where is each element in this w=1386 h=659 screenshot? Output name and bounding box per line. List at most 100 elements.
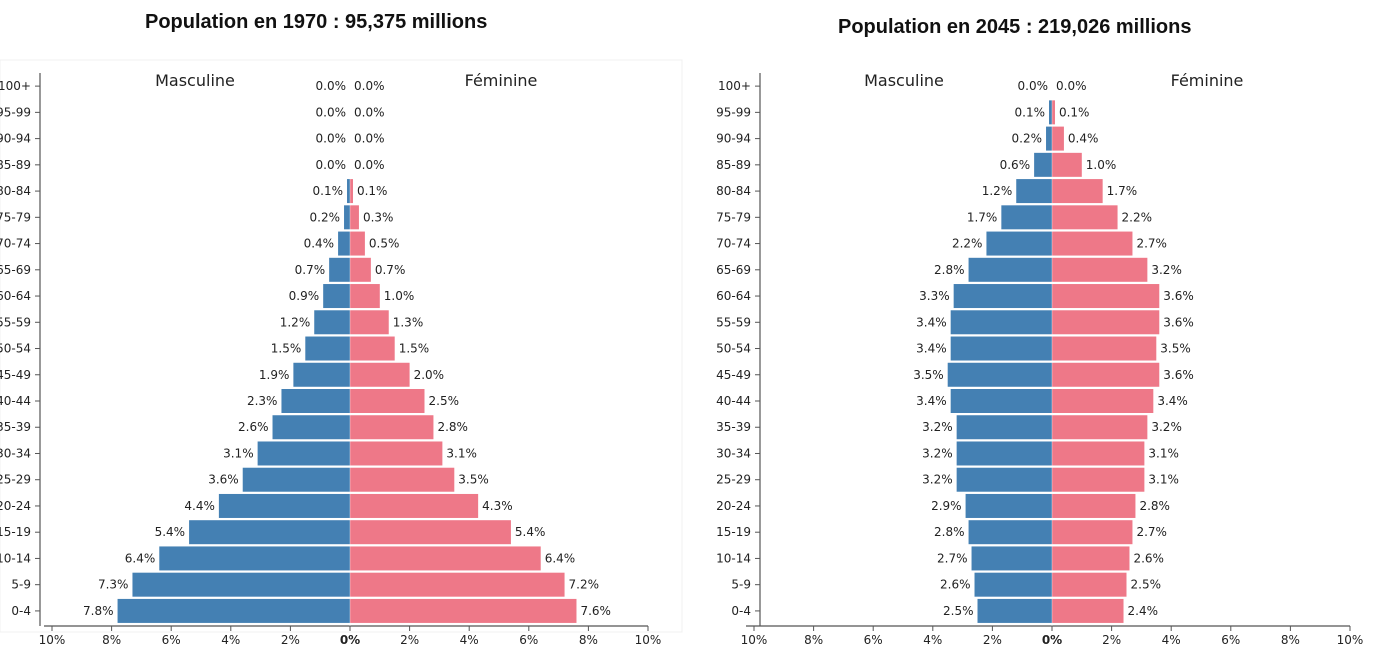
bar-female: [1052, 179, 1103, 204]
bar-male: [974, 572, 1052, 597]
y-tick-label: 65-69: [716, 263, 751, 277]
data-label-male: 2.2%: [952, 237, 983, 251]
legend-female: Féminine: [465, 71, 538, 90]
bar-female: [1052, 205, 1118, 230]
bar-male: [953, 284, 1052, 309]
legend-female: Féminine: [1171, 71, 1244, 90]
data-label-female: 1.0%: [384, 289, 415, 303]
bar-male: [950, 310, 1052, 335]
y-tick-label: 50-54: [0, 342, 31, 356]
data-label-female: 3.2%: [1151, 420, 1182, 434]
y-tick-label: 60-64: [0, 289, 31, 303]
y-tick-label: 100+: [0, 79, 31, 93]
bar-male: [968, 520, 1052, 545]
data-label-female: 0.0%: [1056, 79, 1087, 93]
pyramid-chart-1970: Masculine Féminine 100+ 0.0% 0.0% 95-99 0.0% 0.…: [0, 59, 683, 647]
bar-male: [293, 362, 350, 387]
bar-female: [1052, 546, 1130, 571]
bar-female: [350, 336, 395, 361]
data-label-female: 3.6%: [1163, 368, 1194, 382]
y-tick-label: 45-49: [0, 368, 31, 382]
data-label-female: 0.4%: [1068, 132, 1099, 146]
data-label-male: 3.5%: [913, 368, 944, 382]
x-tick-label: 8%: [579, 633, 598, 647]
y-tick-label: 25-29: [716, 473, 751, 487]
bar-male: [257, 441, 350, 466]
bar-male: [281, 389, 350, 413]
bar-female: [1052, 415, 1148, 440]
bar-female: [1052, 572, 1127, 597]
bar-female: [1052, 336, 1157, 361]
bar-male: [950, 389, 1052, 413]
data-label-male: 1.9%: [259, 368, 290, 382]
bar-female: [350, 389, 425, 413]
data-label-female: 2.0%: [414, 368, 445, 382]
x-tick-label: 2%: [983, 633, 1002, 647]
x-tick-label: 0%: [1042, 633, 1062, 647]
data-label-female: 0.0%: [354, 132, 385, 146]
x-tick-label: 4%: [460, 633, 479, 647]
data-label-female: 2.2%: [1122, 210, 1153, 224]
data-label-male: 0.0%: [316, 105, 347, 119]
bar-female: [350, 310, 389, 335]
data-label-female: 2.4%: [1128, 604, 1159, 618]
y-tick-label: 70-74: [0, 237, 31, 251]
bar-female: [350, 572, 565, 597]
data-label-female: 4.3%: [482, 499, 513, 513]
data-label-female: 1.0%: [1086, 158, 1117, 172]
bar-male: [956, 441, 1052, 466]
bar-female: [1052, 520, 1133, 545]
x-tick-label: 10%: [635, 633, 662, 647]
data-label-female: 3.5%: [1160, 342, 1191, 356]
bar-female: [1052, 126, 1064, 151]
data-label-male: 0.2%: [310, 210, 341, 224]
y-tick-label: 15-19: [716, 525, 751, 539]
y-tick-label: 15-19: [0, 525, 31, 539]
y-tick-label: 35-39: [0, 420, 31, 434]
bar-female: [350, 520, 511, 545]
y-tick-label: 25-29: [0, 473, 31, 487]
y-tick-label: 0-4: [731, 604, 751, 618]
data-label-male: 3.4%: [916, 394, 947, 408]
data-label-female: 2.7%: [1136, 525, 1167, 539]
y-tick-label: 30-34: [0, 446, 31, 460]
bar-female: [350, 231, 365, 256]
data-label-male: 2.3%: [247, 394, 278, 408]
data-label-male: 1.2%: [982, 184, 1013, 198]
x-tick-label: 2%: [281, 633, 300, 647]
bar-male: [338, 231, 350, 256]
x-tick-label: 8%: [804, 633, 823, 647]
y-tick-label: 55-59: [0, 315, 31, 329]
data-label-female: 0.0%: [354, 79, 385, 93]
legend-male: Masculine: [864, 71, 944, 90]
data-label-male: 1.2%: [280, 315, 311, 329]
data-label-male: 2.8%: [934, 525, 965, 539]
y-tick-label: 70-74: [716, 237, 751, 251]
bar-female: [1052, 493, 1136, 518]
x-tick-label: 4%: [221, 633, 240, 647]
data-label-male: 3.4%: [916, 342, 947, 356]
bar-male: [305, 336, 350, 361]
x-tick-label: 6%: [519, 633, 538, 647]
bar-male: [242, 467, 350, 492]
bar-male: [968, 257, 1052, 282]
y-tick-label: 90-94: [0, 132, 31, 146]
y-tick-label: 55-59: [716, 315, 751, 329]
bar-male: [323, 284, 350, 309]
data-label-female: 0.1%: [1059, 105, 1090, 119]
y-tick-label: 35-39: [716, 420, 751, 434]
bar-male: [950, 336, 1052, 361]
x-tick-label: 10%: [741, 633, 768, 647]
bar-female: [350, 546, 541, 571]
bar-female: [1052, 362, 1160, 387]
data-label-female: 3.5%: [458, 473, 489, 487]
bar-male: [1016, 179, 1052, 204]
x-tick-label: 6%: [1221, 633, 1240, 647]
data-label-male: 0.6%: [1000, 158, 1031, 172]
x-tick-label: 0%: [340, 633, 360, 647]
data-label-female: 0.1%: [357, 184, 388, 198]
y-tick-label: 45-49: [716, 368, 751, 382]
data-label-male: 0.7%: [295, 263, 326, 277]
data-label-male: 2.8%: [934, 263, 965, 277]
bar-female: [1052, 441, 1145, 466]
